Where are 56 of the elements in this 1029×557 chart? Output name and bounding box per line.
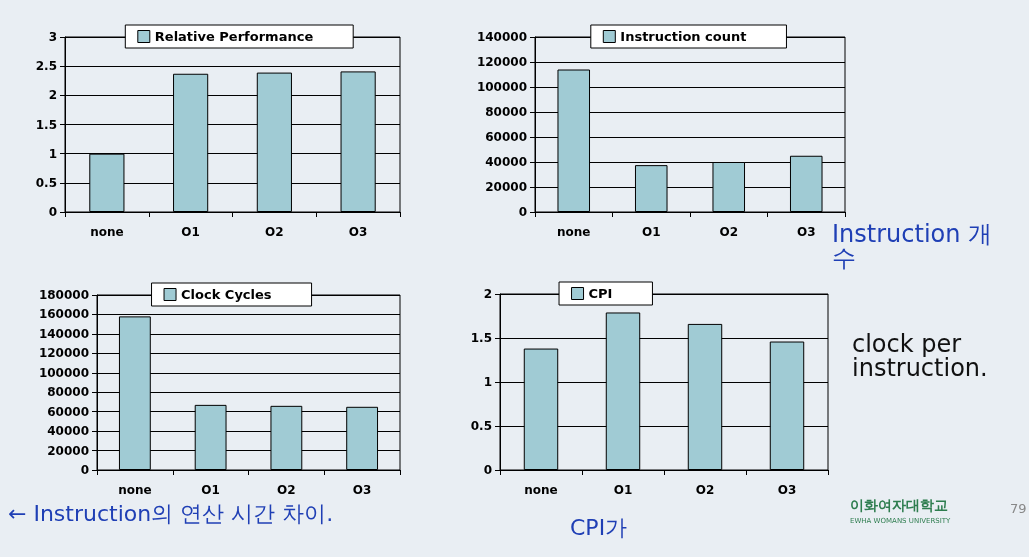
x-tick-label: O2: [277, 483, 296, 497]
x-tick-label: O1: [613, 483, 633, 497]
y-tick-label: 1.5: [470, 331, 492, 345]
y-tick-label: 80000: [485, 105, 527, 119]
y-tick-label: 2.5: [35, 59, 57, 74]
y-tick-label: 120000: [38, 346, 89, 361]
x-tick-label: O3: [796, 225, 816, 239]
y-tick-label: 80000: [47, 385, 89, 400]
x-tick-label: O3: [348, 225, 368, 239]
y-tick-label: 0: [80, 463, 89, 477]
legend-label: Clock Cycles: [181, 287, 272, 302]
x-tick-label: none: [118, 483, 152, 497]
y-tick-label: 140000: [38, 326, 89, 341]
y-tick-label: 40000: [47, 424, 89, 439]
y-tick-label: 180000: [38, 288, 89, 302]
y-tick-label: 0: [48, 205, 57, 219]
y-tick-label: 2: [48, 88, 57, 103]
y-tick-label: 20000: [47, 443, 89, 458]
x-tick-label: O3: [352, 483, 372, 497]
x-tick-label: O1: [201, 483, 220, 497]
text: 79: [1010, 501, 1027, 516]
legend-label: CPI: [588, 286, 613, 301]
x-tick-label: none: [90, 225, 124, 239]
text: Instruction 개수: [832, 220, 993, 272]
x-tick-label: none: [557, 225, 591, 239]
text: clock per instruction.: [852, 330, 988, 382]
legend-label: Relative Performance: [154, 29, 314, 44]
y-tick-label: 20000: [485, 180, 527, 194]
x-tick-label: O2: [719, 225, 739, 239]
y-tick-label: 1: [483, 375, 492, 389]
x-tick-label: O1: [181, 225, 200, 239]
x-tick-label: O2: [695, 483, 715, 497]
x-tick-label: none: [524, 483, 558, 497]
y-tick-label: 2: [483, 287, 492, 301]
y-tick-label: 160000: [38, 307, 89, 322]
legend-label: Instruction count: [620, 29, 747, 44]
y-tick-label: 0: [518, 205, 527, 219]
y-tick-label: 1.5: [35, 117, 57, 132]
y-tick-label: 3: [48, 30, 57, 44]
text: 이화여자대학교: [850, 497, 948, 513]
y-tick-label: 60000: [47, 404, 89, 419]
y-tick-label: 120000: [476, 55, 527, 69]
text: ← Instruction의 연산 시간 차이.: [8, 500, 334, 526]
x-tick-label: O1: [641, 225, 661, 239]
x-tick-label: O3: [777, 483, 797, 497]
y-tick-label: 0.5: [35, 175, 57, 190]
y-tick-label: 1: [48, 146, 57, 161]
x-tick-label: O2: [265, 225, 284, 239]
y-tick-label: 100000: [476, 80, 527, 94]
text: CPI가: [570, 514, 628, 540]
y-tick-label: 140000: [476, 30, 527, 44]
y-tick-label: 100000: [38, 365, 89, 380]
y-tick-label: 40000: [485, 155, 527, 169]
y-tick-label: 0: [483, 463, 492, 477]
y-tick-label: 60000: [485, 130, 527, 144]
y-tick-label: 0.5: [470, 419, 492, 433]
